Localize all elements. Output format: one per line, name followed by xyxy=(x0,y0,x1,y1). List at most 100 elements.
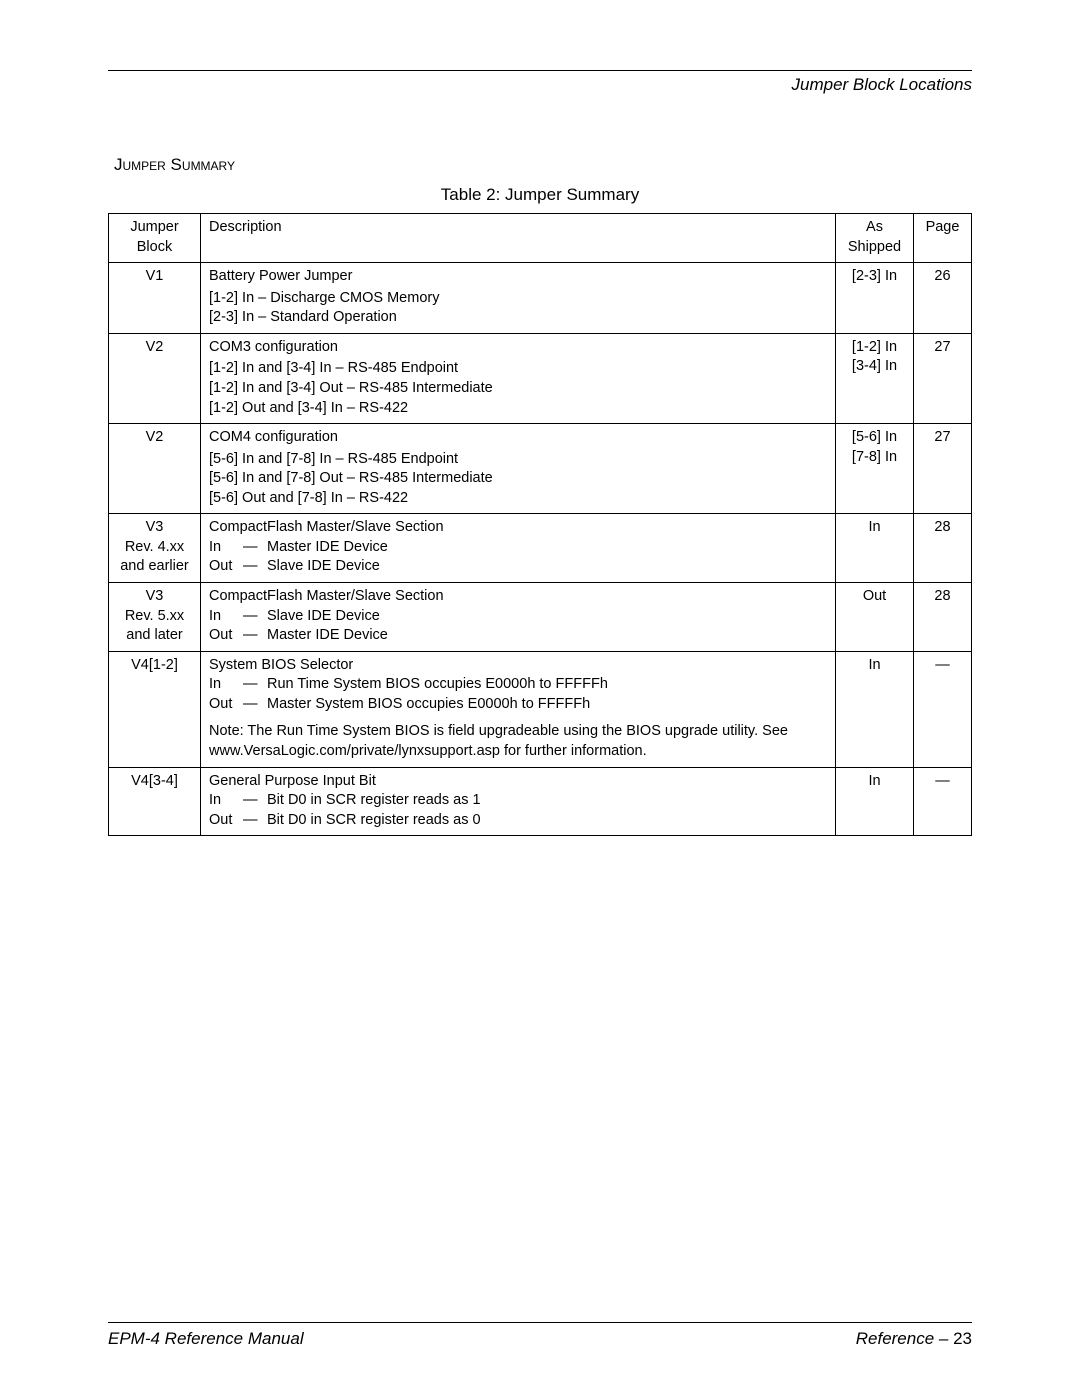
inout-row: In—Master IDE Device xyxy=(209,538,827,558)
cell-jumper-block: V4[1-2] xyxy=(109,651,201,767)
footer-manual-title: EPM-4 Reference Manual xyxy=(108,1329,304,1349)
table-caption: Table 2: Jumper Summary xyxy=(108,185,972,205)
desc-title: COM4 configuration xyxy=(209,428,827,448)
table-row: V4[1-2]System BIOS SelectorIn—Run Time S… xyxy=(109,651,972,767)
inout-tag: Out xyxy=(209,695,243,715)
cell-jumper-block: V3 Rev. 4.xx and earlier xyxy=(109,514,201,583)
inout-dash: — xyxy=(243,557,267,577)
desc-lines: [1-2] In – Discharge CMOS Memory [2-3] I… xyxy=(209,289,827,328)
cell-jumper-block: V2 xyxy=(109,333,201,423)
page: Jumper Block Locations Jumper Summary Ta… xyxy=(0,0,1080,1397)
table-row: V3 Rev. 5.xx and laterCompactFlash Maste… xyxy=(109,583,972,652)
cell-page: 26 xyxy=(914,263,972,334)
inout-row: In—Run Time System BIOS occupies E0000h … xyxy=(209,675,827,695)
ship-value: In xyxy=(868,519,880,535)
inout-value: Bit D0 in SCR register reads as 0 xyxy=(267,811,827,831)
ship-value: In xyxy=(868,657,880,673)
header-section-label: Jumper Block Locations xyxy=(108,75,972,95)
col-header-desc: Description xyxy=(201,214,836,263)
jumper-summary-table: Jumper Block Description As Shipped Page… xyxy=(108,213,972,836)
inout-tag: Out xyxy=(209,811,243,831)
table-row: V2COM4 configuration[5-6] In and [7-8] I… xyxy=(109,424,972,514)
table-row: V4[3-4]General Purpose Input BitIn—Bit D… xyxy=(109,767,972,836)
inout-tag: In xyxy=(209,607,243,627)
ship-value: [5-6] In [7-8] In xyxy=(852,429,897,465)
inout-tag: Out xyxy=(209,626,243,646)
inout-value: Slave IDE Device xyxy=(267,557,827,577)
table-row: V1Battery Power Jumper[1-2] In – Dischar… xyxy=(109,263,972,334)
desc-title: General Purpose Input Bit xyxy=(209,772,827,792)
cell-description: CompactFlash Master/Slave SectionIn—Slav… xyxy=(201,583,836,652)
desc-note: Note: The Run Time System BIOS is field … xyxy=(209,722,827,761)
desc-title: System BIOS Selector xyxy=(209,656,827,676)
ship-value: In xyxy=(868,773,880,789)
cell-as-shipped: In xyxy=(836,514,914,583)
page-footer: EPM-4 Reference Manual Reference – 23 xyxy=(108,1322,972,1349)
cell-description: Battery Power Jumper[1-2] In – Discharge… xyxy=(201,263,836,334)
desc-lines: [1-2] In and [3-4] In – RS-485 Endpoint … xyxy=(209,359,827,418)
inout-tag: Out xyxy=(209,557,243,577)
footer-ref-label: Reference – xyxy=(856,1329,953,1348)
footer-page-number: 23 xyxy=(953,1329,972,1348)
inout-value: Master IDE Device xyxy=(267,626,827,646)
inout-value: Slave IDE Device xyxy=(267,607,827,627)
cell-page: 27 xyxy=(914,424,972,514)
inout-row: In—Slave IDE Device xyxy=(209,607,827,627)
inout-value: Bit D0 in SCR register reads as 1 xyxy=(267,791,827,811)
ship-value: [1-2] In [3-4] In xyxy=(852,339,897,375)
cell-jumper-block: V2 xyxy=(109,424,201,514)
inout-row: In—Bit D0 in SCR register reads as 1 xyxy=(209,791,827,811)
cell-description: COM4 configuration[5-6] In and [7-8] In … xyxy=(201,424,836,514)
ship-value: [2-3] In xyxy=(852,268,897,284)
cell-page: 28 xyxy=(914,583,972,652)
desc-title: Battery Power Jumper xyxy=(209,267,827,287)
inout-value: Master IDE Device xyxy=(267,538,827,558)
inout-row: Out—Master IDE Device xyxy=(209,626,827,646)
cell-jumper-block: V3 Rev. 5.xx and later xyxy=(109,583,201,652)
cell-page: — xyxy=(914,651,972,767)
cell-as-shipped: [5-6] In [7-8] In xyxy=(836,424,914,514)
inout-tag: In xyxy=(209,538,243,558)
cell-as-shipped: In xyxy=(836,767,914,836)
desc-title: COM3 configuration xyxy=(209,338,827,358)
cell-page: — xyxy=(914,767,972,836)
inout-dash: — xyxy=(243,675,267,695)
cell-jumper-block: V1 xyxy=(109,263,201,334)
cell-description: System BIOS SelectorIn—Run Time System B… xyxy=(201,651,836,767)
cell-as-shipped: [2-3] In xyxy=(836,263,914,334)
inout-row: Out—Slave IDE Device xyxy=(209,557,827,577)
footer-page-ref: Reference – 23 xyxy=(856,1329,972,1349)
inout-row: Out—Master System BIOS occupies E0000h t… xyxy=(209,695,827,715)
cell-description: CompactFlash Master/Slave SectionIn—Mast… xyxy=(201,514,836,583)
inout-dash: — xyxy=(243,791,267,811)
inout-row: Out—Bit D0 in SCR register reads as 0 xyxy=(209,811,827,831)
inout-dash: — xyxy=(243,811,267,831)
inout-value: Run Time System BIOS occupies E0000h to … xyxy=(267,675,827,695)
header-rule xyxy=(108,70,972,71)
ship-value: Out xyxy=(863,588,886,604)
inout-value: Master System BIOS occupies E0000h to FF… xyxy=(267,695,827,715)
table-row: V3 Rev. 4.xx and earlierCompactFlash Mas… xyxy=(109,514,972,583)
footer-rule xyxy=(108,1322,972,1323)
inout-tag: In xyxy=(209,675,243,695)
cell-page: 28 xyxy=(914,514,972,583)
cell-page: 27 xyxy=(914,333,972,423)
inout-tag: In xyxy=(209,791,243,811)
cell-description: General Purpose Input BitIn—Bit D0 in SC… xyxy=(201,767,836,836)
cell-as-shipped: Out xyxy=(836,583,914,652)
cell-description: COM3 configuration[1-2] In and [3-4] In … xyxy=(201,333,836,423)
desc-lines: [5-6] In and [7-8] In – RS-485 Endpoint … xyxy=(209,450,827,509)
desc-title: CompactFlash Master/Slave Section xyxy=(209,587,827,607)
cell-jumper-block: V4[3-4] xyxy=(109,767,201,836)
table-row: V2COM3 configuration[1-2] In and [3-4] I… xyxy=(109,333,972,423)
inout-dash: — xyxy=(243,607,267,627)
desc-title: CompactFlash Master/Slave Section xyxy=(209,518,827,538)
col-header-block: Jumper Block xyxy=(109,214,201,263)
inout-dash: — xyxy=(243,695,267,715)
col-header-ship: As Shipped xyxy=(836,214,914,263)
table-header-row: Jumper Block Description As Shipped Page xyxy=(109,214,972,263)
inout-dash: — xyxy=(243,626,267,646)
col-header-page: Page xyxy=(914,214,972,263)
cell-as-shipped: In xyxy=(836,651,914,767)
inout-dash: — xyxy=(243,538,267,558)
